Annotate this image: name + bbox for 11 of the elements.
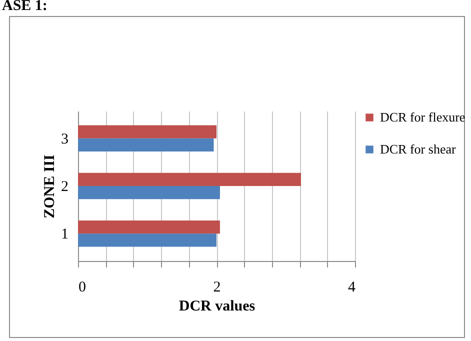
x-tick-label: 0 <box>78 280 86 296</box>
legend-label: DCR for shear <box>380 142 456 156</box>
x-axis-title: DCR values <box>178 298 256 314</box>
y-tick-label: 3 <box>61 131 68 148</box>
chart-title: ASE 1: <box>1 0 48 15</box>
y-tick-label: 1 <box>61 226 68 243</box>
x-tick-label: 4 <box>348 280 356 296</box>
y-tick-label: 2 <box>61 179 68 195</box>
x-tick-label: 2 <box>213 280 221 296</box>
y-axis-title: ZONE III <box>42 154 58 218</box>
legend-label: DCR for flexure <box>380 110 466 124</box>
